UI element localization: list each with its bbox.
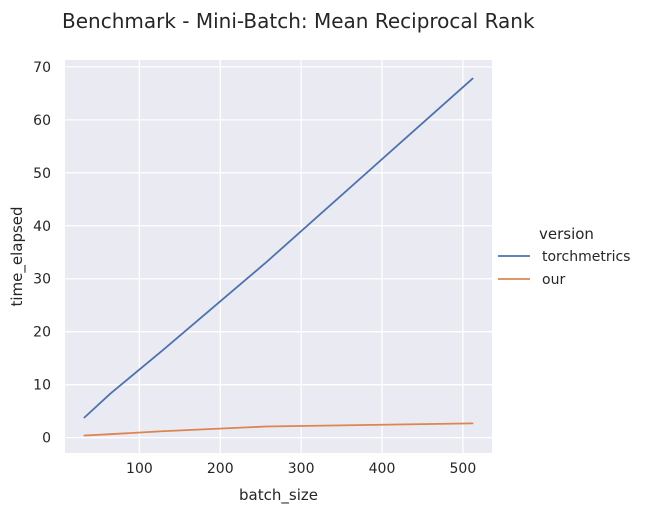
y-tick-label: 10 (33, 378, 51, 394)
series-lines (83, 77, 474, 437)
y-tick-label: 0 (42, 431, 51, 447)
legend-label-torchmetrics: torchmetrics (542, 249, 630, 265)
x-tick-label: 300 (288, 461, 315, 477)
legend-label-our: our (542, 272, 565, 288)
x-tick-label: 400 (369, 461, 396, 477)
y-tick-label: 50 (33, 166, 51, 182)
y-tick-label: 60 (33, 113, 51, 129)
y-tick-label: 30 (33, 272, 51, 288)
series-line-our (83, 422, 474, 437)
y-tick-label: 70 (33, 60, 51, 76)
legend-items: torchmetrics our (498, 249, 630, 288)
x-axis-label: batch_size (239, 486, 318, 505)
x-tick-label: 500 (450, 461, 477, 477)
tick-labels: 100 200 300 400 500 0 10 20 30 40 50 60 70 (33, 60, 476, 477)
legend-title: version (539, 225, 594, 243)
y-axis-label: time_elapsed (8, 206, 27, 306)
x-tick-label: 100 (126, 461, 153, 477)
chart-title: Benchmark - Mini-Batch: Mean Reciprocal … (62, 9, 535, 33)
series-line-torchmetrics (83, 77, 474, 419)
grid (65, 60, 492, 453)
legend: version torchmetrics our (498, 225, 630, 288)
y-tick-label: 20 (33, 325, 51, 341)
y-tick-label: 40 (33, 219, 51, 235)
x-tick-label: 200 (207, 461, 234, 477)
